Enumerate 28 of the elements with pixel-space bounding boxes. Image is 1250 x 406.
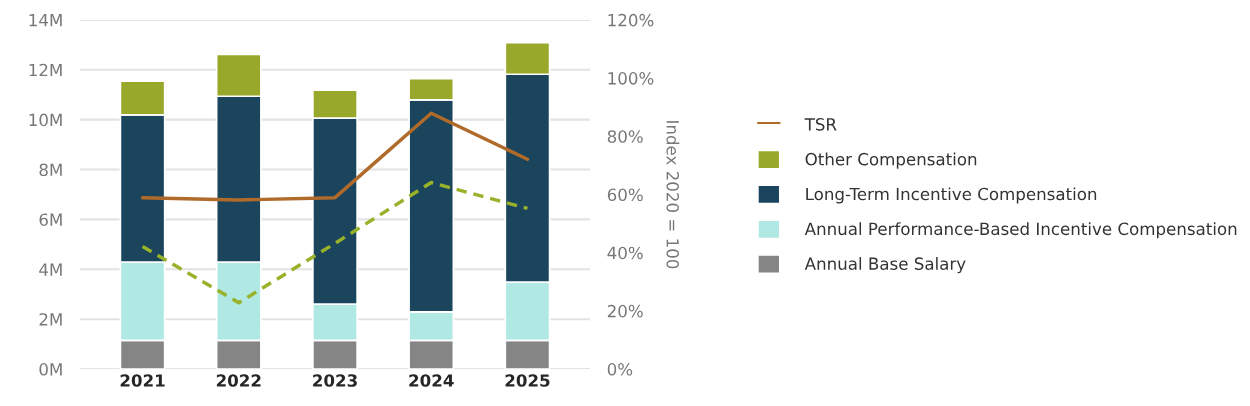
- x-tick-label: 2022: [216, 374, 261, 387]
- legend-label: TSR: [804, 118, 837, 131]
- legend-label: Other Compensation: [805, 152, 977, 169]
- y2-tick-label: 40%: [607, 246, 643, 260]
- x-tick-label: 2021: [120, 374, 165, 387]
- y-tick-label: 14M: [29, 14, 62, 27]
- y-tick-label: 2M: [39, 313, 62, 326]
- y-tick-label: 0M: [39, 363, 62, 376]
- line-series: [140, 111, 530, 202]
- legend-label: Long-Term Incentive Compensation: [806, 187, 1097, 204]
- y2-tick-label: 80%: [607, 130, 643, 143]
- y2-tick-label: 20%: [607, 304, 643, 318]
- x-tick-label: 2024: [409, 374, 454, 387]
- x-tick-label: 2023: [313, 374, 357, 387]
- x-tick-label: 2025: [505, 374, 550, 387]
- y2-tick-label: 0%: [607, 363, 633, 376]
- legend-label: Annual Performance-Based Incentive Compensation: [804, 222, 1237, 239]
- legend-label: Annual Base Salary: [804, 257, 966, 274]
- y-tick-label: 4M: [39, 263, 62, 276]
- y2-tick-label: 100%: [608, 72, 654, 85]
- y-tick-label: 12M: [29, 63, 62, 77]
- y2-tick-label: 120%: [608, 13, 654, 27]
- y-tick-label: 10M: [29, 113, 62, 127]
- y2-tick-label: 60%: [607, 188, 643, 202]
- y-tick-label: 6M: [39, 213, 62, 226]
- y2-axis-title: Index 2020 = 100: [666, 121, 680, 269]
- line-series: [140, 180, 530, 305]
- y-tick-label: 8M: [39, 163, 62, 177]
